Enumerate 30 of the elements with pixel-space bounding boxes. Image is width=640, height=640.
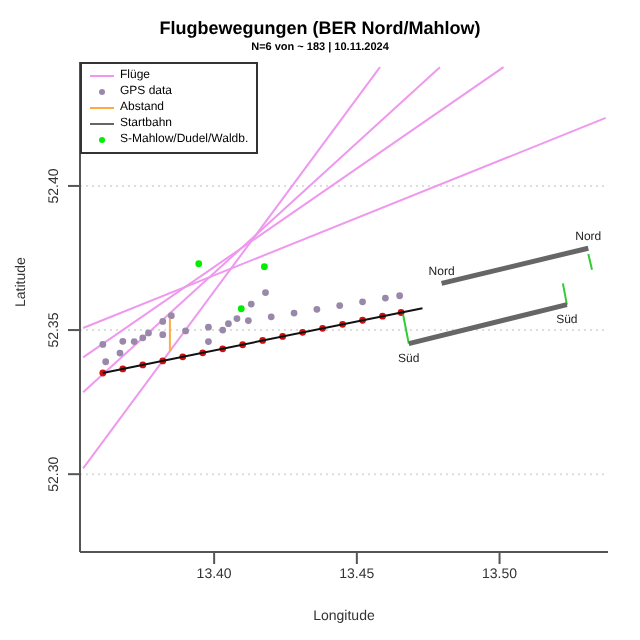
point: [396, 292, 404, 300]
point: [167, 312, 175, 320]
point: [119, 337, 127, 345]
point: [247, 300, 255, 308]
point: [244, 317, 252, 324]
point: [233, 315, 241, 322]
chart-title: Flugbewegungen (BER Nord/Mahlow): [157, 18, 483, 38]
point: [313, 305, 321, 313]
point: [99, 341, 107, 348]
point: [262, 289, 269, 296]
point: [205, 338, 212, 345]
point: [130, 338, 138, 345]
point: [182, 327, 189, 335]
point: [159, 318, 167, 325]
point: [290, 309, 298, 317]
point: [159, 331, 167, 339]
point: [195, 260, 203, 268]
point: [205, 323, 212, 331]
point: [139, 334, 147, 342]
point: [336, 302, 344, 309]
point: [145, 329, 152, 337]
point: [219, 326, 227, 334]
point: [237, 305, 245, 313]
point: [102, 358, 110, 366]
point: [267, 313, 275, 321]
point: [225, 320, 232, 328]
point: [359, 298, 366, 306]
point: [381, 294, 389, 302]
point: [116, 349, 124, 357]
point: [260, 263, 268, 271]
